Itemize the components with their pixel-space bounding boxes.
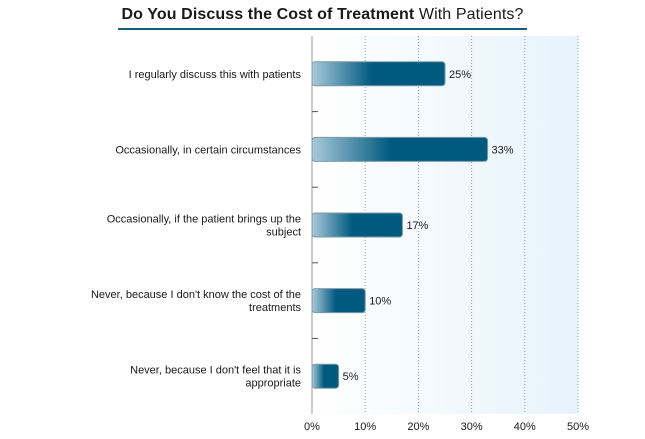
chart-title-bold: Do You Discuss the Cost of Treatment	[121, 6, 415, 23]
category-label-line: treatments	[249, 302, 301, 314]
category-label-line: I regularly discuss this with patients	[129, 69, 302, 81]
category-label: Never, because I don't feel that it is ap…	[130, 365, 301, 390]
x-tick-label: 10%	[354, 421, 376, 433]
category-label: I regularly discuss this with patients	[129, 69, 302, 81]
category-label: Occasionally, in certain circumstances	[115, 144, 301, 156]
data-label: 10%	[369, 296, 391, 308]
chart-title-normal: With Patients?	[418, 6, 524, 23]
bar	[311, 136, 489, 162]
category-label-line: appropriate	[245, 378, 301, 390]
x-tick-label: 50%	[567, 421, 589, 433]
bar	[311, 288, 366, 314]
data-label: 33%	[492, 144, 514, 156]
bar	[311, 212, 403, 238]
category-label-line: subject	[266, 227, 301, 239]
x-tick-label: 30%	[461, 421, 483, 433]
data-label: 17%	[406, 220, 428, 232]
category-label: Occasionally, if the patient brings up t…	[107, 214, 301, 239]
data-label: 25%	[449, 69, 471, 81]
category-label-line: Occasionally, in certain circumstances	[115, 144, 301, 156]
category-label-line: Never, because I don't feel that it is	[130, 365, 301, 377]
chart-title: Do You Discuss the Cost of Treatment Wit…	[0, 6, 645, 30]
x-tick-label: 20%	[407, 421, 429, 433]
x-tick-label: 0%	[304, 421, 320, 433]
bar	[311, 61, 446, 87]
bar	[311, 363, 340, 389]
data-label: 5%	[343, 371, 359, 383]
category-label-line: Occasionally, if the patient brings up t…	[107, 214, 301, 226]
x-tick-label: 40%	[514, 421, 536, 433]
category-label: Never, because I don't know the cost of …	[91, 289, 302, 314]
category-label-line: Never, because I don't know the cost of …	[91, 289, 301, 301]
